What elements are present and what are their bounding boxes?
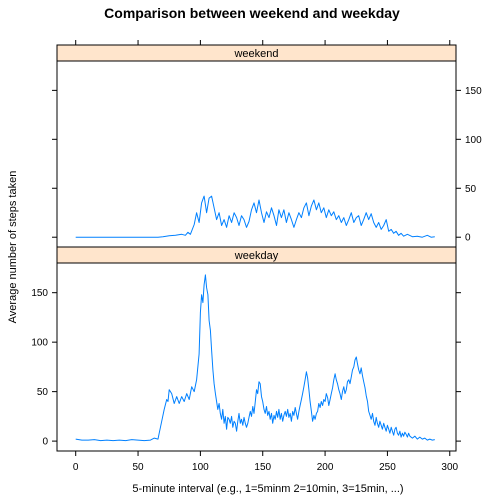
series-line-weekend — [75, 195, 435, 238]
y-tick-label: 100 — [31, 338, 48, 349]
y-tick-label: 150 — [31, 288, 48, 299]
series-line-weekday — [75, 274, 435, 442]
y-tick-label: 100 — [465, 135, 482, 146]
y-axis-label: Average number of steps taken — [7, 171, 19, 324]
x-tick-label: 150 — [254, 462, 271, 473]
panel-strip-label-weekday: weekday — [234, 250, 279, 262]
x-tick-label: 200 — [317, 462, 334, 473]
y-tick-label: 150 — [465, 86, 482, 97]
x-axis-label: 5-minute interval (e.g., 1=5minm 2=10min… — [132, 483, 403, 495]
x-tick-label: 0 — [73, 462, 79, 473]
panel-frame-weekday — [56, 262, 457, 452]
panel-strip-label-weekend: weekend — [233, 48, 278, 60]
y-tick-label: 50 — [465, 184, 477, 195]
y-tick-label: 0 — [42, 437, 48, 448]
y-tick-label: 50 — [37, 387, 49, 398]
chart-layer: 0 50 100 150 200 250 300 weekend 0 50 100 150 weekda… — [31, 40, 482, 473]
chart-title: Comparison between weekend and weekday — [104, 5, 400, 21]
panel-frame-weekend — [56, 60, 457, 248]
x-tick-label: 100 — [192, 462, 209, 473]
x-tick-label: 300 — [441, 462, 458, 473]
x-tick-label: 50 — [132, 462, 144, 473]
x-tick-label: 250 — [379, 462, 396, 473]
y-tick-label: 0 — [465, 233, 471, 244]
